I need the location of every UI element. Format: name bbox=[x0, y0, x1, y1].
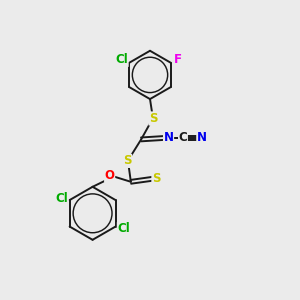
Text: S: S bbox=[149, 112, 158, 125]
Text: O: O bbox=[105, 169, 115, 182]
Text: N: N bbox=[197, 131, 207, 144]
Text: C: C bbox=[178, 131, 188, 144]
Text: S: S bbox=[123, 154, 132, 167]
Text: Cl: Cl bbox=[116, 53, 128, 66]
Text: Cl: Cl bbox=[55, 192, 68, 205]
Text: S: S bbox=[152, 172, 161, 185]
Text: N: N bbox=[164, 131, 173, 144]
Text: Cl: Cl bbox=[117, 222, 130, 236]
Text: F: F bbox=[173, 53, 181, 66]
